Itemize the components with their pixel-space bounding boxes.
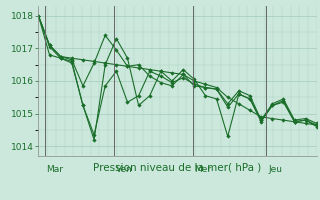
Text: Mar: Mar: [46, 165, 63, 174]
Text: Ven: Ven: [116, 165, 133, 174]
Text: Mer: Mer: [194, 165, 212, 174]
Text: Jeu: Jeu: [268, 165, 282, 174]
X-axis label: Pression niveau de la mer( hPa ): Pression niveau de la mer( hPa ): [93, 162, 262, 172]
